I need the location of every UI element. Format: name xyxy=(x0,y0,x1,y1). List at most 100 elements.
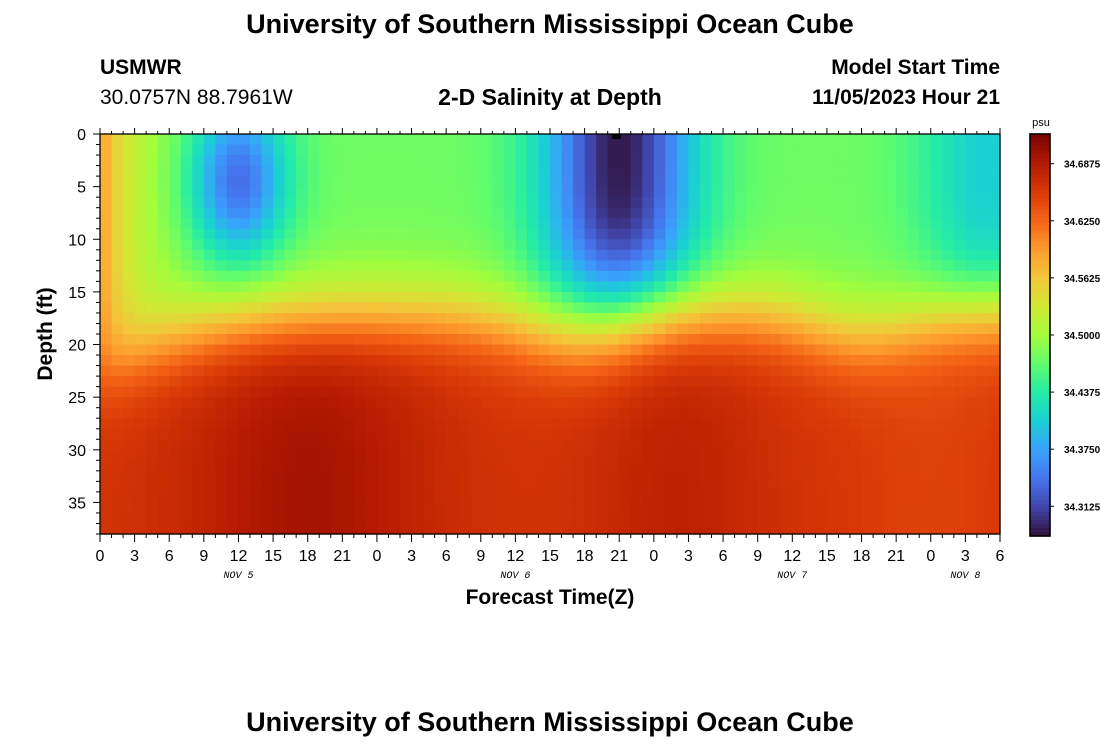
heatmap-cell xyxy=(976,323,990,335)
heatmap-cell xyxy=(815,460,828,472)
heatmap-cell xyxy=(457,260,470,272)
heatmap-cell xyxy=(388,355,401,367)
heatmap-cell xyxy=(330,228,343,240)
heatmap-cell xyxy=(988,428,1001,440)
heatmap-cell xyxy=(550,470,563,482)
heatmap-cell xyxy=(596,239,609,251)
heatmap-cell xyxy=(653,207,666,219)
heatmap-cell xyxy=(734,291,747,304)
heatmap-cell xyxy=(757,439,770,451)
heatmap-cell xyxy=(596,260,609,272)
heatmap-cell xyxy=(711,334,724,346)
heatmap-cell xyxy=(307,249,320,261)
colorbar-segment xyxy=(1030,174,1050,179)
heatmap-cell xyxy=(192,470,205,482)
heatmap-cell xyxy=(815,481,828,493)
heatmap-cell xyxy=(469,197,482,209)
heatmap-cell xyxy=(919,134,932,146)
heatmap-cell xyxy=(446,418,459,430)
heatmap-cell xyxy=(642,260,655,272)
heatmap-cell xyxy=(400,207,413,219)
heatmap-cell xyxy=(734,407,747,419)
heatmap-cell xyxy=(630,428,643,440)
heatmap-cell xyxy=(723,397,736,409)
heatmap-cell xyxy=(630,260,643,272)
heatmap-cell xyxy=(665,323,678,335)
heatmap-cell xyxy=(365,302,378,314)
heatmap-cell xyxy=(723,155,736,167)
heatmap-cell xyxy=(411,523,424,535)
heatmap-cell xyxy=(584,155,597,167)
colorbar-segment xyxy=(1030,483,1050,489)
heatmap-cell xyxy=(284,344,297,356)
heatmap-cell xyxy=(180,291,193,304)
heatmap-cell xyxy=(446,176,459,188)
heatmap-cell xyxy=(665,449,678,461)
heatmap-cell xyxy=(676,281,690,293)
heatmap-cell xyxy=(942,344,955,356)
heatmap-cell xyxy=(446,218,459,230)
heatmap-cell xyxy=(757,176,770,188)
heatmap-cell xyxy=(561,270,574,282)
heatmap-cell xyxy=(884,207,897,219)
heatmap-cell xyxy=(526,365,540,377)
heatmap-cell xyxy=(838,397,851,409)
heatmap-cell xyxy=(123,355,136,367)
heatmap-cell xyxy=(423,386,436,398)
heatmap-cell xyxy=(642,165,655,177)
heatmap-cell xyxy=(538,397,551,409)
heatmap-cell xyxy=(596,302,609,314)
heatmap-cell xyxy=(273,470,286,482)
heatmap-cell xyxy=(492,239,505,251)
heatmap-cell xyxy=(792,134,805,146)
heatmap-cell xyxy=(573,144,586,156)
heatmap-cell xyxy=(157,218,170,230)
heatmap-cell xyxy=(157,470,170,482)
heatmap-cell xyxy=(111,397,124,409)
heatmap-cell xyxy=(573,376,586,388)
heatmap-cell xyxy=(561,207,574,219)
heatmap-cell xyxy=(769,418,782,430)
heatmap-cell xyxy=(803,428,816,440)
heatmap-cell xyxy=(769,249,782,261)
heatmap-cell xyxy=(665,186,678,198)
heatmap-cell xyxy=(192,344,205,356)
heatmap-cell xyxy=(111,312,124,325)
heatmap-cell xyxy=(630,397,643,409)
heatmap-cell xyxy=(296,291,309,304)
heatmap-cell xyxy=(826,281,840,293)
heatmap-cell xyxy=(226,176,240,188)
heatmap-cell xyxy=(861,502,874,514)
heatmap-cell xyxy=(803,418,816,430)
heatmap-cell xyxy=(573,134,586,146)
heatmap-cell xyxy=(134,428,147,440)
heatmap-cell xyxy=(469,449,482,461)
heatmap-cell xyxy=(884,334,897,346)
heatmap-cell xyxy=(146,249,159,261)
heatmap-cell xyxy=(607,281,620,293)
heatmap-cell xyxy=(780,502,793,514)
heatmap-cell xyxy=(365,323,378,335)
heatmap-cell xyxy=(896,449,909,461)
heatmap-cell xyxy=(907,270,920,282)
heatmap-cell xyxy=(388,218,401,230)
heatmap-cell xyxy=(965,312,978,325)
heatmap-cell xyxy=(411,218,424,230)
heatmap-cell xyxy=(492,249,505,261)
heatmap-cell xyxy=(711,523,724,535)
heatmap-cell xyxy=(365,155,378,167)
heatmap-cell xyxy=(746,323,759,335)
heatmap-cell xyxy=(561,260,574,272)
x-tick-label: 18 xyxy=(576,548,594,565)
heatmap-cell xyxy=(896,407,909,419)
heatmap-cell xyxy=(873,176,886,188)
heatmap-cell xyxy=(976,249,990,261)
heatmap-cell xyxy=(342,334,355,346)
heatmap-cell xyxy=(884,449,897,461)
heatmap-cell xyxy=(100,207,113,219)
heatmap-cell xyxy=(757,418,770,430)
heatmap-cell xyxy=(203,239,216,251)
heatmap-cell xyxy=(930,134,943,146)
heatmap-cell xyxy=(550,365,563,377)
heatmap-cell xyxy=(584,397,597,409)
